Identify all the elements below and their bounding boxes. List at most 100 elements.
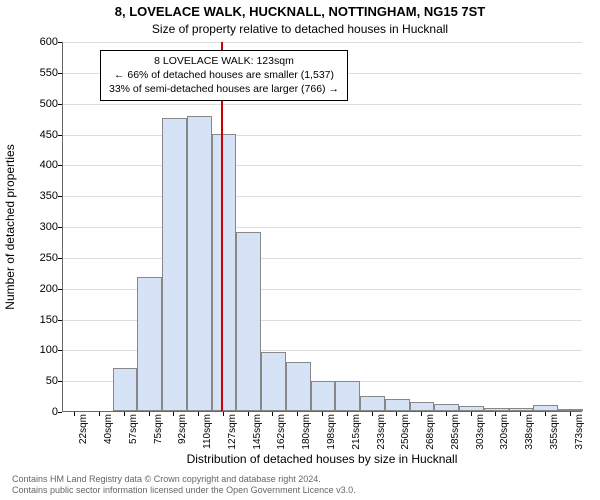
x-tick-label: 338sqm [524,414,535,474]
histogram-bar [311,381,336,411]
y-tick-mark [58,165,62,166]
gridline [63,104,582,105]
chart-subtitle: Size of property relative to detached ho… [0,22,600,36]
x-tick-label: 92sqm [177,414,188,474]
x-tick-label: 373sqm [574,414,585,474]
infobox-line-3: 33% of semi-detached houses are larger (… [109,82,339,96]
y-tick-label: 350 [18,190,58,202]
x-tick-mark [124,412,125,416]
y-tick-label: 600 [18,36,58,48]
gridline [63,258,582,259]
x-tick-label: 215sqm [351,414,362,474]
histogram-bar [236,232,261,411]
x-tick-label: 268sqm [425,414,436,474]
x-tick-mark [74,412,75,416]
x-tick-label: 285sqm [450,414,461,474]
histogram-bar [533,405,558,411]
footer-line-2: Contains public sector information licen… [12,485,356,496]
histogram-bar [162,118,187,411]
histogram-bar [113,368,138,411]
x-tick-label: 233sqm [376,414,387,474]
infobox-line-1: 8 LOVELACE WALK: 123sqm [109,54,339,68]
x-tick-mark [372,412,373,416]
y-tick-mark [58,412,62,413]
y-tick-label: 0 [18,406,58,418]
x-tick-label: 320sqm [499,414,510,474]
chart-container: 8, LOVELACE WALK, HUCKNALL, NOTTINGHAM, … [0,0,600,500]
gridline [63,165,582,166]
gridline [63,196,582,197]
y-tick-mark [58,73,62,74]
histogram-bar [335,381,360,411]
histogram-bar [558,409,583,411]
histogram-bar [434,404,459,411]
y-tick-label: 250 [18,252,58,264]
x-tick-label: 75sqm [153,414,164,474]
y-axis-label: Number of detached properties [3,144,17,309]
histogram-bar [187,116,212,411]
x-tick-label: 180sqm [301,414,312,474]
y-tick-mark [58,42,62,43]
y-tick-label: 50 [18,375,58,387]
footer-line-1: Contains HM Land Registry data © Crown c… [12,474,356,485]
x-tick-label: 127sqm [227,414,238,474]
footer-attribution: Contains HM Land Registry data © Crown c… [12,474,356,496]
x-tick-mark [322,412,323,416]
histogram-bar [212,134,237,412]
infobox-line-2: ← 66% of detached houses are smaller (1,… [109,68,339,82]
y-tick-label: 500 [18,98,58,110]
x-tick-label: 22sqm [78,414,89,474]
x-tick-label: 57sqm [128,414,139,474]
x-tick-mark [520,412,521,416]
y-tick-label: 150 [18,314,58,326]
x-tick-mark [495,412,496,416]
x-tick-mark [471,412,472,416]
x-tick-mark [173,412,174,416]
x-tick-mark [421,412,422,416]
y-tick-label: 300 [18,221,58,233]
histogram-bar [385,399,410,411]
histogram-bar [360,396,385,411]
y-tick-mark [58,196,62,197]
histogram-bar [410,402,435,411]
y-tick-mark [58,258,62,259]
x-tick-mark [198,412,199,416]
x-tick-mark [248,412,249,416]
y-tick-mark [58,320,62,321]
y-tick-mark [58,381,62,382]
y-tick-mark [58,350,62,351]
y-tick-label: 450 [18,129,58,141]
x-tick-label: 303sqm [475,414,486,474]
gridline [63,135,582,136]
y-tick-mark [58,135,62,136]
x-tick-mark [297,412,298,416]
gridline [63,42,582,43]
y-tick-label: 100 [18,344,58,356]
x-tick-label: 355sqm [549,414,560,474]
x-tick-label: 162sqm [276,414,287,474]
histogram-bar [459,406,484,411]
x-tick-mark [149,412,150,416]
chart-title-address: 8, LOVELACE WALK, HUCKNALL, NOTTINGHAM, … [0,4,600,19]
x-tick-mark [99,412,100,416]
histogram-bar [286,362,311,411]
x-tick-mark [272,412,273,416]
x-tick-mark [570,412,571,416]
x-tick-label: 145sqm [252,414,263,474]
y-tick-label: 550 [18,67,58,79]
x-tick-mark [446,412,447,416]
marker-infobox: 8 LOVELACE WALK: 123sqm ← 66% of detache… [100,50,348,101]
histogram-bar [484,408,509,411]
x-tick-mark [223,412,224,416]
y-tick-mark [58,289,62,290]
y-tick-label: 200 [18,283,58,295]
y-tick-mark [58,104,62,105]
x-tick-label: 110sqm [202,414,213,474]
x-tick-label: 250sqm [400,414,411,474]
histogram-bar [261,352,286,411]
x-tick-label: 40sqm [103,414,114,474]
y-tick-mark [58,227,62,228]
histogram-bar [137,277,162,411]
gridline [63,227,582,228]
y-tick-label: 400 [18,159,58,171]
